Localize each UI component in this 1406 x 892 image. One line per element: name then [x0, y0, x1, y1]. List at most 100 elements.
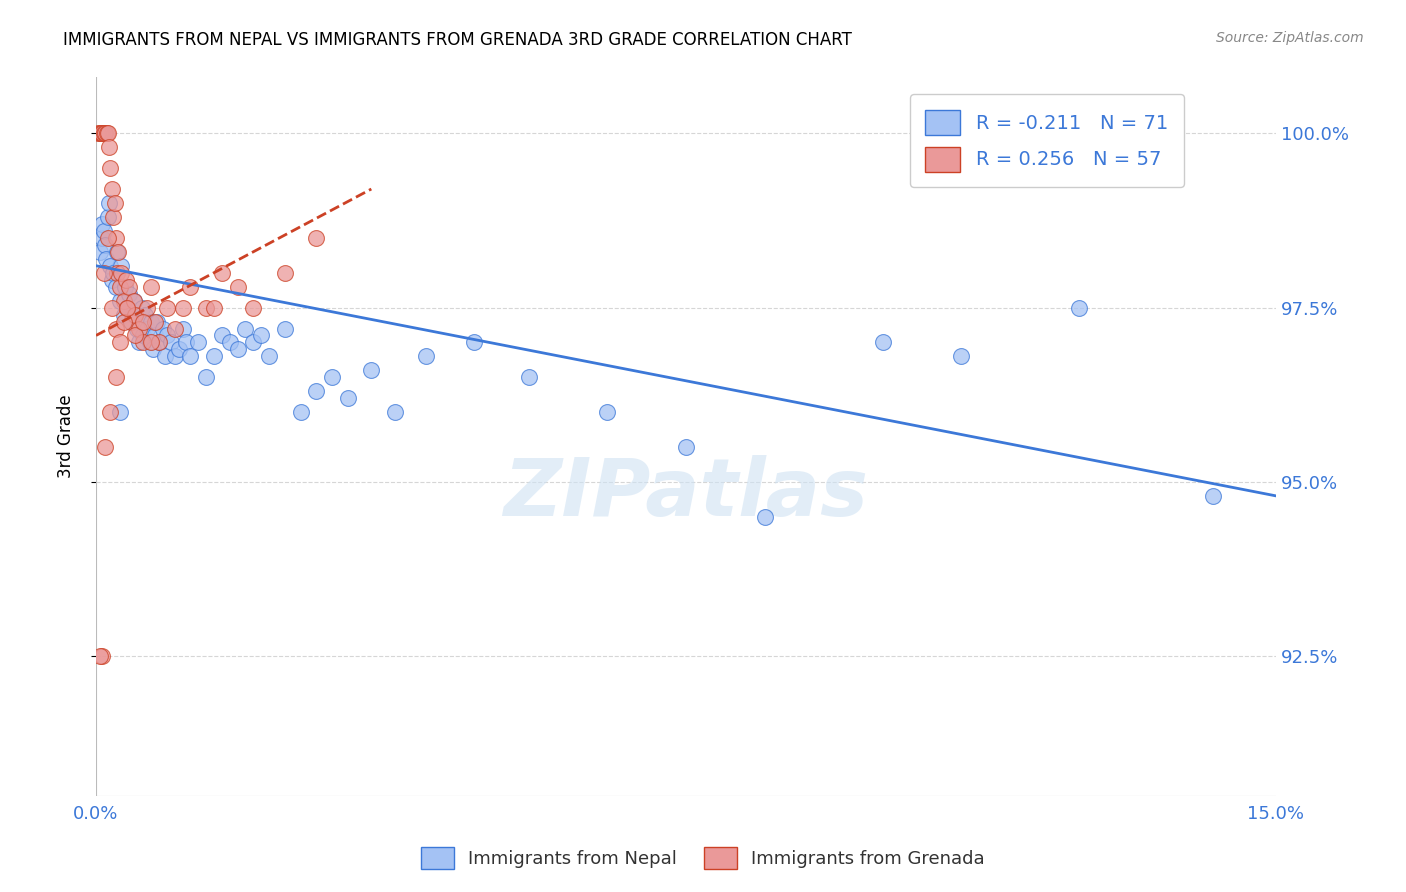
Point — [415, 350, 437, 364]
Point — [156, 301, 179, 315]
Point — [110, 266, 132, 280]
Point — [172, 321, 194, 335]
Point — [202, 301, 225, 315]
Point — [163, 350, 186, 364]
Point — [139, 314, 162, 328]
Point — [1202, 489, 1225, 503]
Point — [124, 308, 146, 322]
Point — [97, 231, 120, 245]
Point — [93, 126, 115, 140]
Point — [112, 314, 135, 328]
Point — [90, 231, 112, 245]
Point — [596, 405, 619, 419]
Point — [360, 363, 382, 377]
Point — [114, 279, 136, 293]
Point — [226, 343, 249, 357]
Point — [167, 343, 190, 357]
Point — [98, 259, 121, 273]
Point — [1069, 301, 1091, 315]
Point — [115, 273, 138, 287]
Point — [97, 210, 120, 224]
Point — [117, 301, 139, 315]
Point — [195, 301, 218, 315]
Point — [336, 391, 359, 405]
Point — [96, 126, 118, 140]
Point — [136, 321, 159, 335]
Point — [131, 301, 153, 315]
Point — [321, 370, 343, 384]
Point — [202, 350, 225, 364]
Point — [122, 293, 145, 308]
Point — [138, 335, 160, 350]
Point — [118, 279, 141, 293]
Point — [384, 405, 406, 419]
Point — [89, 244, 111, 259]
Point — [274, 321, 297, 335]
Point — [91, 217, 114, 231]
Point — [108, 293, 131, 308]
Point — [242, 335, 264, 350]
Point — [120, 314, 142, 328]
Point — [195, 370, 218, 384]
Point — [105, 266, 128, 280]
Point — [139, 279, 162, 293]
Point — [128, 335, 150, 350]
Point — [112, 308, 135, 322]
Point — [235, 321, 257, 335]
Point — [143, 328, 166, 343]
Point — [117, 301, 139, 315]
Point — [305, 231, 328, 245]
Point — [112, 293, 135, 308]
Point — [172, 301, 194, 315]
Point — [103, 266, 125, 280]
Point — [90, 126, 112, 140]
Point — [110, 259, 132, 273]
Point — [108, 405, 131, 419]
Point — [93, 266, 115, 280]
Text: ZIPatlas: ZIPatlas — [503, 455, 869, 533]
Point — [218, 335, 240, 350]
Point — [274, 266, 297, 280]
Point — [463, 335, 485, 350]
Point — [950, 350, 973, 364]
Point — [163, 321, 186, 335]
Point — [122, 293, 145, 308]
Point — [211, 328, 233, 343]
Point — [152, 321, 174, 335]
Point — [155, 350, 177, 364]
Point — [179, 350, 201, 364]
Legend: R = -0.211   N = 71, R = 0.256   N = 57: R = -0.211 N = 71, R = 0.256 N = 57 — [910, 95, 1184, 187]
Point — [128, 321, 150, 335]
Point — [103, 210, 125, 224]
Point — [100, 301, 122, 315]
Point — [517, 370, 540, 384]
Point — [754, 509, 776, 524]
Point — [176, 335, 198, 350]
Point — [134, 308, 156, 322]
Point — [242, 301, 264, 315]
Point — [142, 343, 165, 357]
Point — [94, 237, 117, 252]
Point — [108, 335, 131, 350]
Point — [93, 224, 115, 238]
Point — [257, 350, 280, 364]
Point — [675, 440, 697, 454]
Point — [136, 301, 159, 315]
Point — [118, 286, 141, 301]
Point — [117, 301, 139, 315]
Y-axis label: 3rd Grade: 3rd Grade — [58, 395, 75, 478]
Point — [187, 335, 209, 350]
Point — [105, 244, 128, 259]
Point — [872, 335, 894, 350]
Point — [89, 649, 111, 664]
Point — [179, 279, 201, 293]
Point — [124, 308, 146, 322]
Point — [98, 405, 121, 419]
Point — [211, 266, 233, 280]
Point — [97, 126, 120, 140]
Point — [132, 314, 155, 328]
Text: Source: ZipAtlas.com: Source: ZipAtlas.com — [1216, 31, 1364, 45]
Point — [98, 140, 121, 154]
Point — [97, 196, 120, 211]
Point — [104, 196, 127, 211]
